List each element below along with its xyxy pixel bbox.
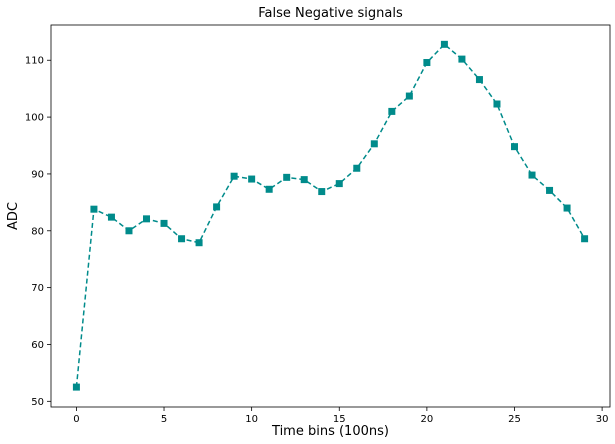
data-point xyxy=(370,140,378,148)
data-point xyxy=(546,186,554,194)
data-point xyxy=(493,100,501,108)
data-point xyxy=(510,143,518,151)
chart-title: False Negative signals xyxy=(258,6,403,21)
y-tick-label: 50 xyxy=(31,397,44,408)
plot-frame xyxy=(50,24,611,408)
data-point xyxy=(528,171,536,179)
data-point xyxy=(405,92,413,100)
data-point xyxy=(423,59,431,67)
x-tick-label: 10 xyxy=(245,414,258,425)
x-axis: 0 5 10 15 20 25 30 xyxy=(73,407,608,425)
data-point xyxy=(283,173,291,181)
data-point xyxy=(440,40,448,48)
y-tick-label: 100 xyxy=(25,113,44,124)
data-point xyxy=(230,172,238,180)
data-point xyxy=(265,185,273,193)
y-axis-label: ADC xyxy=(6,202,21,230)
y-axis: 50 60 70 80 90 100 110 xyxy=(25,56,51,408)
data-point xyxy=(107,213,115,221)
data-point xyxy=(90,205,98,213)
data-point xyxy=(458,55,466,63)
data-point xyxy=(581,235,589,243)
data-point xyxy=(72,383,80,391)
data-point xyxy=(178,235,186,243)
x-tick-label: 30 xyxy=(596,414,609,425)
y-tick-label: 70 xyxy=(31,283,44,294)
x-tick-label: 5 xyxy=(161,414,167,425)
y-tick-label: 80 xyxy=(31,226,44,237)
plot-area xyxy=(72,40,589,391)
data-point xyxy=(248,175,256,183)
data-point xyxy=(195,239,203,247)
x-tick-label: 20 xyxy=(421,414,434,425)
data-point xyxy=(125,227,133,235)
data-point xyxy=(388,107,396,115)
x-axis-label: Time bins (100ns) xyxy=(271,424,389,439)
x-tick-label: 25 xyxy=(508,414,521,425)
data-point xyxy=(475,76,483,84)
data-point xyxy=(300,176,308,184)
y-tick-label: 60 xyxy=(31,340,44,351)
data-point xyxy=(335,180,343,188)
x-tick-label: 15 xyxy=(333,414,346,425)
y-tick-label: 90 xyxy=(31,169,44,180)
data-point xyxy=(143,215,151,223)
data-point xyxy=(353,164,361,172)
data-point xyxy=(318,188,326,196)
data-point xyxy=(160,219,168,227)
data-point xyxy=(563,204,571,212)
y-tick-label: 110 xyxy=(25,56,44,67)
x-tick-label: 0 xyxy=(73,414,79,425)
data-point xyxy=(213,203,221,211)
